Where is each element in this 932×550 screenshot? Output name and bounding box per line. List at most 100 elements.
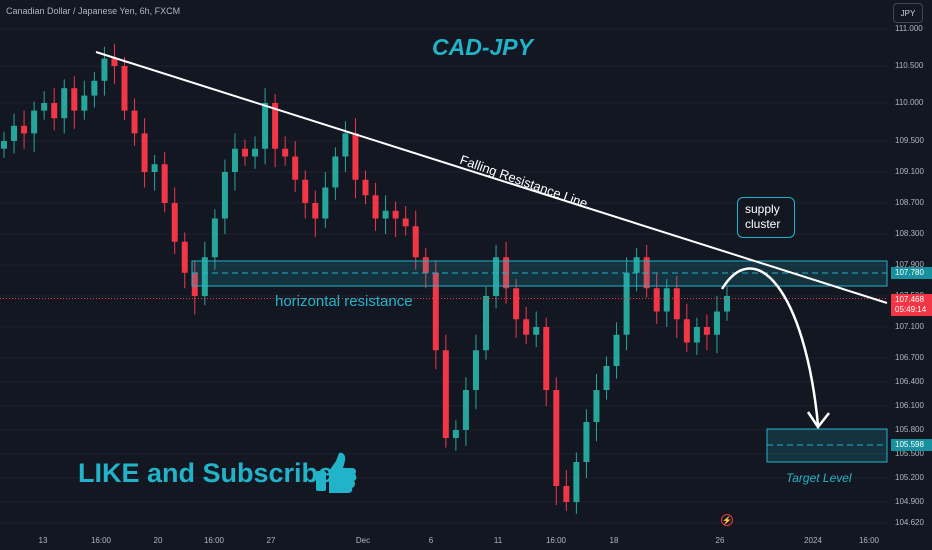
candle-down (352, 133, 359, 180)
candle-up (262, 103, 269, 149)
candle-down (131, 110, 138, 134)
candle-down (312, 203, 319, 219)
price-tick-label: 106.400 (895, 377, 924, 386)
candle-down (161, 164, 168, 203)
price-tick-label: 111.000 (895, 24, 923, 33)
candle-down (402, 218, 409, 227)
price-tick-label: 105.200 (895, 473, 924, 482)
candle-down (362, 179, 369, 196)
projection-arrowhead (806, 411, 830, 430)
candle-up (322, 187, 329, 219)
candle-up (231, 148, 238, 172)
target-level-label: Target Level (786, 471, 852, 485)
candle-down (523, 319, 530, 335)
candle-down (242, 148, 248, 157)
candle-down (302, 179, 309, 203)
price-tick-label: 106.100 (895, 401, 924, 410)
candle-up (61, 88, 68, 119)
candle-up (41, 103, 48, 111)
bolt-icon[interactable]: ⚡ (721, 514, 733, 526)
candle-up (31, 110, 38, 134)
time-tick-label: 2024 (804, 536, 822, 545)
time-tick-label: 26 (715, 536, 725, 545)
candle-up (452, 430, 459, 438)
candle-up (81, 95, 88, 111)
candle-down (181, 241, 188, 273)
time-tick-label: 27 (266, 536, 276, 545)
price-tick-label: 104.900 (895, 497, 924, 506)
price-tick-label: 110.500 (895, 61, 924, 70)
candle-up (101, 58, 108, 81)
candle-down (683, 319, 690, 343)
candle-up (693, 327, 700, 343)
candle-down (392, 210, 399, 219)
candle-up (151, 164, 158, 172)
resistance-price-value: 107.780 (895, 268, 924, 277)
price-tick-label: 107.100 (895, 322, 924, 331)
last-price-tag: 107.468 05:49:14 (891, 294, 932, 316)
price-tick-label: 106.700 (895, 353, 924, 362)
supply-cluster-line-2: cluster (745, 217, 781, 231)
candle-down (282, 148, 289, 157)
candle-down (372, 195, 379, 219)
price-tick-label: 109.100 (895, 167, 924, 176)
thumbs-up-icon (316, 452, 357, 493)
candle-down (673, 288, 680, 320)
candle-up (382, 210, 389, 219)
candle-up (573, 462, 580, 502)
candle-down (272, 103, 279, 149)
price-tick-label: 110.000 (895, 98, 924, 107)
bar-countdown: 05:49:14 (895, 305, 927, 314)
candle-down (653, 288, 660, 312)
horizontal-resistance-label: horizontal resistance (275, 293, 413, 310)
time-tick-label: 16:00 (90, 536, 112, 545)
candle-up (11, 125, 18, 141)
candle-up (483, 296, 489, 351)
candle-down (292, 156, 299, 180)
candle-down (171, 203, 178, 242)
candle-down (111, 58, 118, 66)
candle-up (342, 133, 349, 157)
resistance-price-tag: 107.780 (891, 267, 932, 279)
candle-up (533, 327, 540, 335)
price-tick-label: 108.300 (895, 229, 924, 238)
candle-up (91, 80, 98, 96)
candle-down (513, 288, 520, 320)
price-tick-label: 108.700 (895, 198, 924, 207)
candle-down (141, 133, 148, 172)
like-subscribe-text: LIKE and Subscribe (78, 458, 334, 488)
currency-button[interactable]: JPY (893, 3, 923, 23)
candle-up (713, 311, 720, 335)
candle-up (633, 257, 640, 273)
price-tick-label: 105.800 (895, 425, 924, 434)
candle-up (623, 272, 630, 335)
chart-title: CAD-JPY (432, 34, 533, 60)
supply-cluster-box: supply cluster (737, 197, 795, 238)
time-tick-label: 20 (153, 536, 163, 545)
candle-up (221, 172, 228, 219)
time-tick-label: 18 (609, 536, 619, 545)
candle-down (422, 257, 429, 273)
candle-down (121, 66, 128, 111)
candle-down (442, 350, 449, 438)
price-tick-label: 104.620 (895, 518, 924, 527)
candle-down (51, 103, 58, 119)
candle-up (663, 288, 670, 312)
price-tick-label: 107.900 (895, 260, 924, 269)
target-price-tag: 105.598 (891, 439, 932, 451)
time-tick-label: 6 (428, 536, 434, 545)
candle-up (201, 257, 208, 296)
time-tick-label: Dec (355, 536, 371, 545)
time-tick-label: 13 (38, 536, 48, 545)
candle-up (332, 156, 339, 188)
supply-cluster-line-1: supply (745, 202, 780, 216)
candle-up (1, 141, 7, 149)
candle-down (412, 226, 419, 258)
candle-up (211, 218, 218, 258)
time-tick-label: 16:00 (545, 536, 567, 545)
time-tick-label: 16:00 (858, 536, 880, 545)
candle-down (432, 272, 439, 351)
candle-up (583, 422, 590, 462)
symbol-info[interactable]: Canadian Dollar / Japanese Yen, 6h, FXCM (6, 6, 181, 16)
